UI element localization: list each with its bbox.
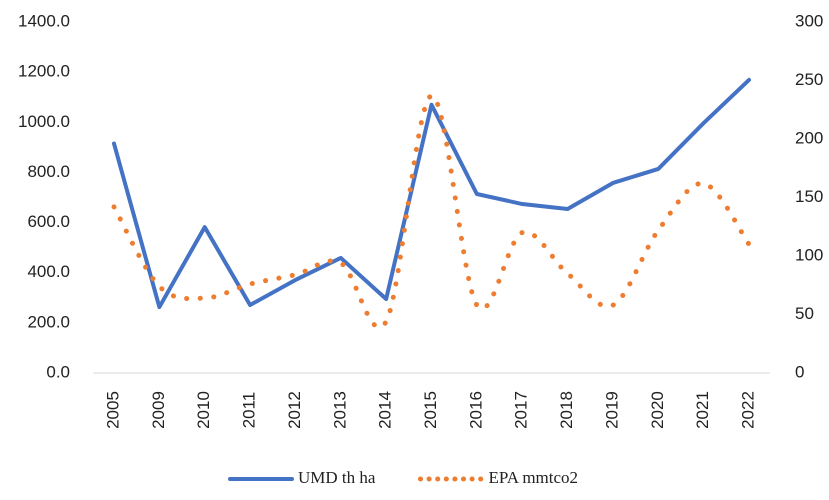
x-tick-label: 2019 xyxy=(602,391,621,429)
y-tick-label: 800.0 xyxy=(27,162,70,181)
y-tick-label: 0.0 xyxy=(46,362,70,381)
legend-label: UMD th ha xyxy=(298,468,376,487)
y-tick-label: 1200.0 xyxy=(18,62,70,81)
y2-tick-label: 150 xyxy=(795,187,823,206)
x-tick-label: 2017 xyxy=(512,391,531,429)
x-tick-label: 2005 xyxy=(103,391,122,429)
x-tick-label: 2014 xyxy=(376,391,395,429)
x-tick-label: 2021 xyxy=(693,391,712,429)
x-tick-label: 2009 xyxy=(149,391,168,429)
y2-tick-label: 0 xyxy=(795,362,804,381)
x-tick-label: 2010 xyxy=(194,391,213,429)
y-tick-label: 400.0 xyxy=(27,262,70,281)
x-tick-label: 2022 xyxy=(738,391,757,429)
series-line xyxy=(112,77,751,310)
x-tick-label: 2012 xyxy=(285,391,304,429)
y2-tick-label: 50 xyxy=(795,304,814,323)
x-tick-label: 2015 xyxy=(421,391,440,429)
x-tick-label: 2020 xyxy=(648,391,667,429)
y2-tick-label: 200 xyxy=(795,128,823,147)
y-tick-label: 200.0 xyxy=(27,312,70,331)
x-tick-label: 2018 xyxy=(557,391,576,429)
y2-tick-label: 250 xyxy=(795,70,823,89)
y-tick-label: 600.0 xyxy=(27,212,70,231)
series-line xyxy=(111,93,752,330)
y2-tick-label: 100 xyxy=(795,245,823,264)
x-tick-label: 2011 xyxy=(240,392,259,429)
x-tick-label: 2016 xyxy=(466,391,485,429)
y-tick-label: 1000.0 xyxy=(18,112,70,131)
x-tick-label: 2013 xyxy=(330,391,349,429)
y2-tick-label: 300 xyxy=(795,11,823,30)
legend-label: EPA mmtco2 xyxy=(488,468,578,487)
y-tick-label: 1400.0 xyxy=(18,11,70,30)
